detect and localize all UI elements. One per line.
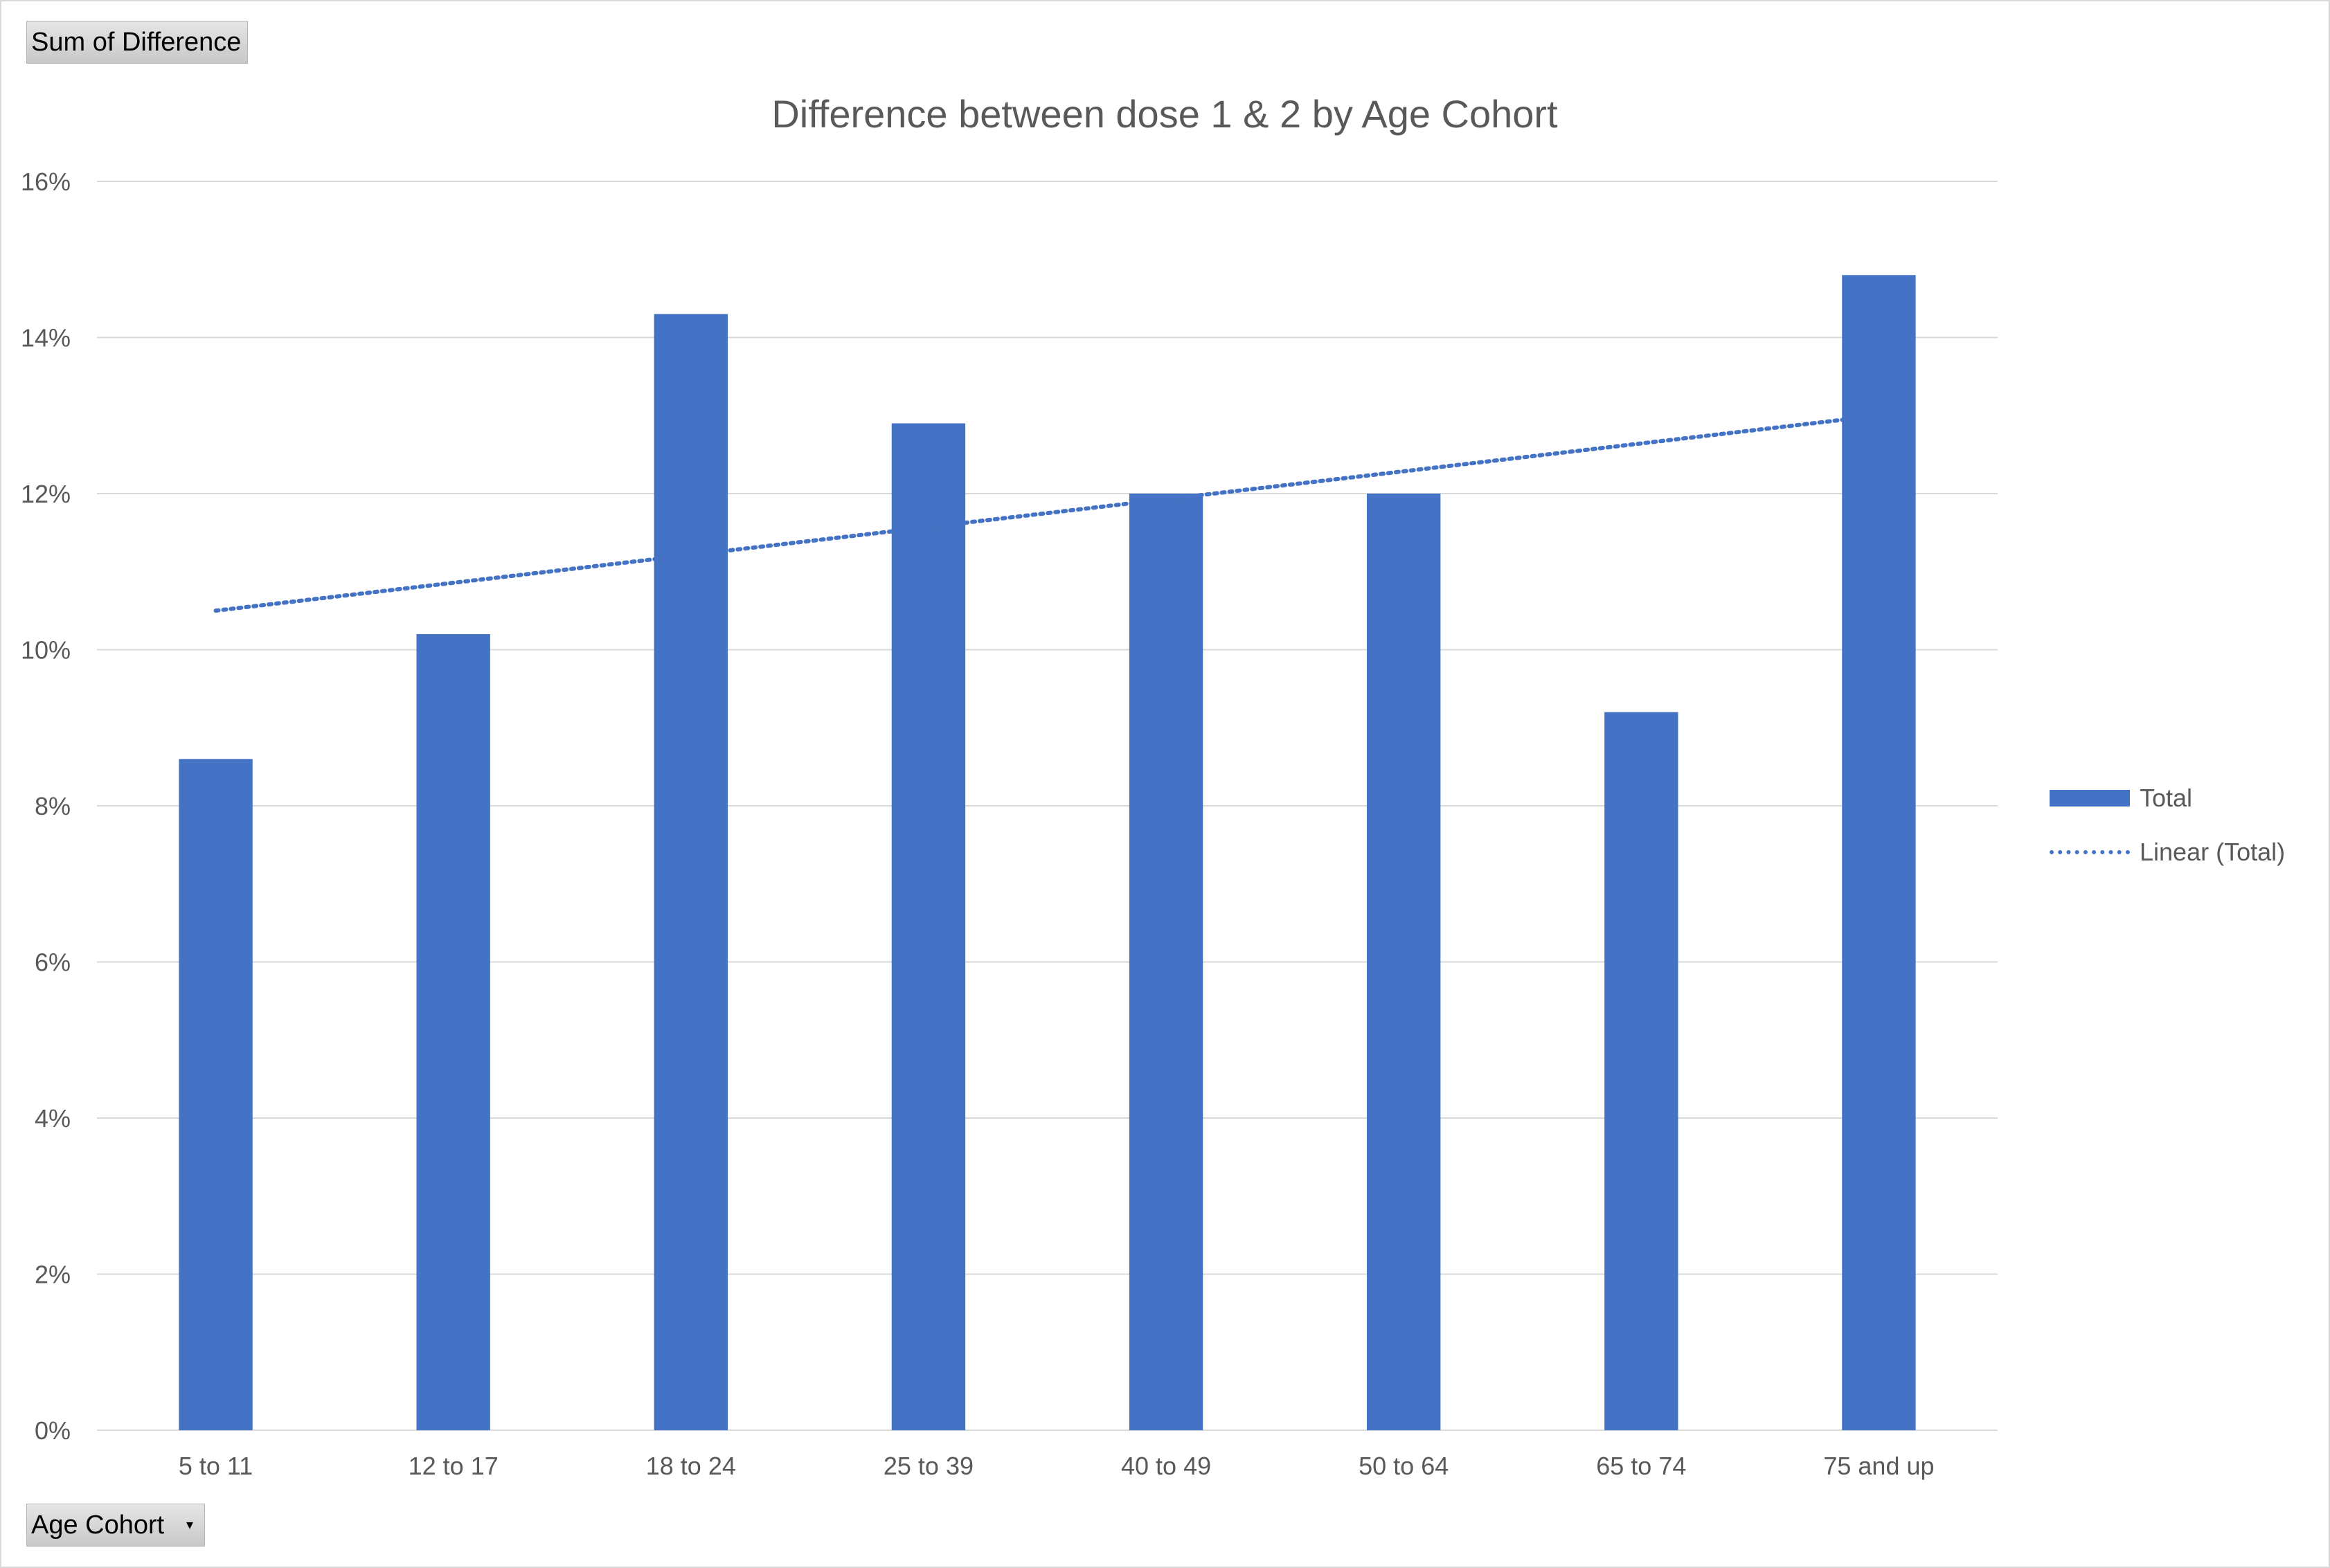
x-tick-label: 65 to 74 (1596, 1452, 1686, 1480)
x-tick-label: 50 to 64 (1359, 1452, 1449, 1480)
bar-65-to-74[interactable] (1604, 712, 1678, 1430)
legend-label-total: Total (2140, 784, 2193, 812)
y-tick-label: 4% (35, 1104, 71, 1133)
legend-trend-swatch (2050, 850, 2130, 854)
legend-item-trend[interactable]: Linear (Total) (2050, 833, 2285, 872)
legend-item-total[interactable]: Total (2050, 779, 2285, 818)
x-tick-label: 18 to 24 (646, 1452, 736, 1480)
y-tick-label: 8% (35, 792, 71, 820)
y-tick-label: 14% (21, 324, 71, 352)
bar-18-to-24[interactable] (654, 314, 728, 1430)
y-axis: 0% 2% 4% 6% 8% 10% 12% 14% 16% (21, 168, 71, 1445)
bar-12-to-17[interactable] (416, 633, 490, 1431)
dropdown-arrow-icon[interactable]: ▾ (186, 1517, 193, 1533)
x-axis: 5 to 11 12 to 17 18 to 24 25 to 39 40 to 49 5… (179, 1452, 1935, 1480)
legend: Total Linear (Total) (2050, 779, 2285, 887)
y-tick-label: 16% (21, 168, 71, 196)
y-tick-label: 12% (21, 480, 71, 508)
y-tick-label: 10% (21, 636, 71, 665)
legend-label-trend: Linear (Total) (2140, 838, 2286, 866)
y-tick-label: 0% (35, 1416, 71, 1445)
bar-50-to-64[interactable] (1367, 494, 1441, 1430)
x-tick-label: 5 to 11 (179, 1452, 253, 1480)
y-tick-label: 6% (35, 948, 71, 977)
bars (179, 275, 1916, 1431)
x-tick-label: 40 to 49 (1121, 1452, 1211, 1480)
trendline (213, 413, 1881, 613)
value-field-button[interactable]: Sum of Difference (26, 21, 248, 64)
bar-40-to-49[interactable] (1129, 494, 1203, 1430)
x-tick-label: 75 and up (1823, 1452, 1934, 1480)
bar-25-to-39[interactable] (891, 423, 966, 1430)
chart-title: Difference between dose 1 & 2 by Age Coh… (771, 92, 1558, 136)
bar-75-and-up[interactable] (1842, 275, 1916, 1430)
legend-bar-swatch (2050, 790, 2130, 806)
axis-field-label: Age Cohort (31, 1511, 165, 1540)
x-tick-label: 12 to 17 (409, 1452, 499, 1480)
bar-5-to-11[interactable] (179, 759, 253, 1430)
y-tick-label: 2% (35, 1261, 71, 1289)
x-tick-label: 25 to 39 (884, 1452, 974, 1480)
gridlines (97, 181, 1998, 1431)
trendline-linear-total[interactable] (213, 413, 1881, 613)
axis-field-button[interactable]: Age Cohort ▾ (26, 1504, 205, 1547)
value-field-label: Sum of Difference (31, 28, 242, 57)
